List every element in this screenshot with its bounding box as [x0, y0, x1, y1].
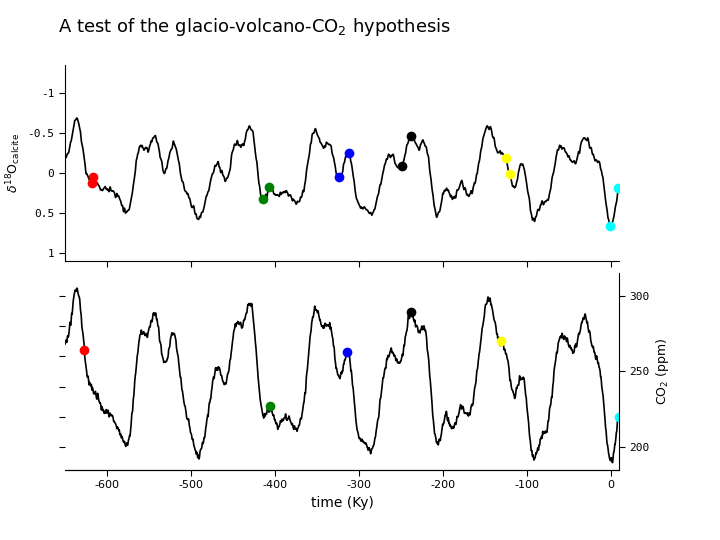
Y-axis label: $\delta^{18}$O$_{\rm calcite}$: $\delta^{18}$O$_{\rm calcite}$	[4, 133, 23, 193]
Y-axis label: CO$_2$ (ppm): CO$_2$ (ppm)	[654, 338, 671, 405]
Text: A test of the glacio-volcano-CO$_2$ hypothesis: A test of the glacio-volcano-CO$_2$ hypo…	[58, 16, 451, 38]
X-axis label: time (Ky): time (Ky)	[310, 496, 374, 510]
